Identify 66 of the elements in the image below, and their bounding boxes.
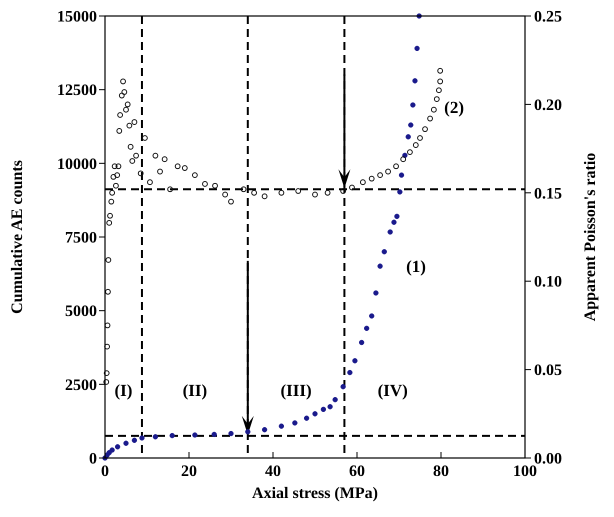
point [312,411,318,416]
x-tick-label: 100 [513,463,537,480]
y-tick-label: 0 [89,450,97,468]
point [347,370,353,376]
y-tick-label: 12500 [57,82,97,100]
annotation: (III) [280,381,312,400]
point [397,189,402,195]
y2-tick-label: 0.10 [534,274,562,291]
point [414,46,420,52]
y-tick-label: 15000 [57,8,97,26]
point [358,340,364,346]
point [406,134,411,140]
annotation: (I) [114,381,132,400]
point [123,440,129,446]
point [394,214,400,220]
point [262,427,268,432]
point [369,313,374,319]
y2-tick-label: 0.25 [534,8,562,26]
y2-tick-label: 0.20 [534,96,562,114]
annotation: (II) [182,381,208,400]
y-tick-label: 2500 [65,376,97,394]
x-axis-title: Axial stress (MPa) [252,485,378,502]
y2-tick-label: 0.15 [534,185,562,202]
point [292,420,298,426]
point [382,249,387,254]
point [412,78,418,84]
y2-axis-title: Apparent Poisson's ratio [582,152,599,322]
point [388,229,393,235]
x-tick-label: 80 [433,463,449,480]
point [114,444,120,450]
y-tick-label: 7500 [65,230,97,246]
point [109,447,115,453]
y-tick-label: 5000 [65,303,97,320]
point [410,102,416,108]
point [152,434,158,440]
point [377,264,383,269]
point [352,358,358,364]
point [192,432,198,438]
point [170,432,175,438]
point [139,435,145,441]
point [228,430,234,436]
point [212,432,217,438]
y2-tick-label: 0.05 [534,362,562,380]
annotation: (IV) [378,381,408,400]
point [304,416,310,421]
point [340,384,346,390]
point [132,438,138,443]
y-tick-label: 10000 [57,156,97,173]
series-label: (2) [444,98,464,117]
x-tick-label: 0 [101,463,109,480]
x-tick-label: 20 [181,463,197,480]
x-tick-label: 40 [265,463,281,480]
y-axis-title: Cumulative AE counts [9,160,26,314]
point [373,290,379,296]
point [245,429,250,434]
point [398,172,404,178]
point [320,406,326,412]
y2-tick-label: 0.00 [534,450,562,468]
point [364,326,370,331]
point [278,424,284,429]
point [332,397,338,402]
point [327,404,333,410]
point [408,122,414,128]
point [391,220,397,225]
series-label: (1) [406,257,426,276]
x-tick-label: 60 [349,463,365,480]
